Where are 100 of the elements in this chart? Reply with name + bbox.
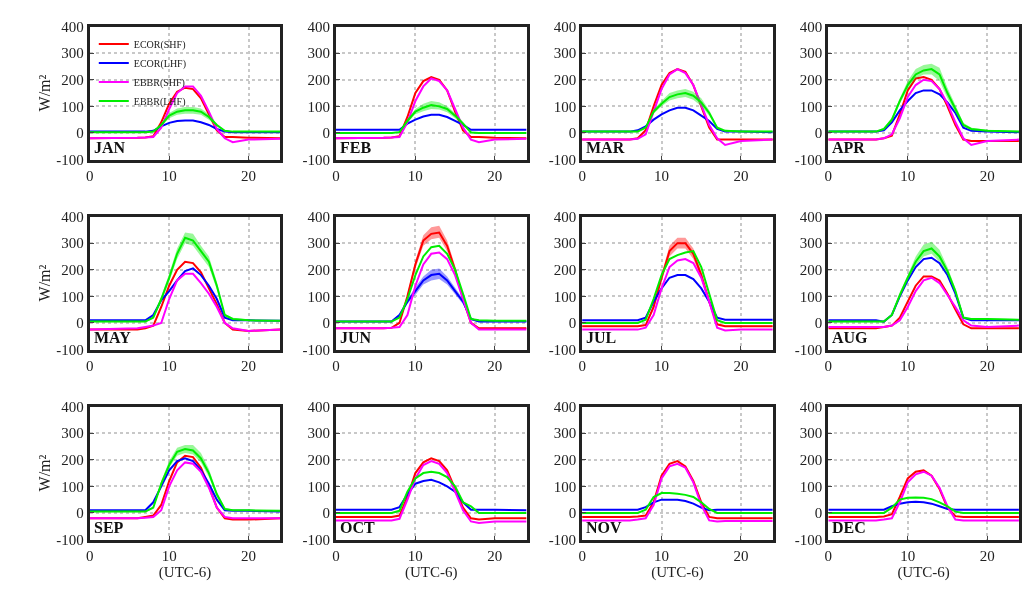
y-tick-label: -100: [302, 341, 330, 358]
y-tick-label: 300: [799, 425, 823, 442]
x-tick-label: 20: [487, 167, 503, 184]
y-tick-label: 200: [307, 452, 330, 468]
y-tick-label: 0: [76, 125, 84, 142]
y-tick-label: 0: [814, 125, 823, 142]
line-series: [582, 274, 773, 322]
y-tick-label: 400: [307, 18, 330, 35]
y-tick-label: 400: [553, 18, 577, 35]
y-tick-label: 0: [814, 315, 823, 332]
x-tick-label: 20: [979, 357, 995, 374]
x-tick-label: 20: [733, 357, 749, 374]
x-tick-label: 10: [654, 357, 670, 374]
text: JUN: [340, 329, 372, 346]
y-tick-label: -100: [56, 531, 84, 548]
y-tick-label: 0: [76, 505, 84, 522]
y-tick-label: 200: [61, 452, 84, 468]
text: SEP: [94, 519, 124, 536]
y-tick-label: 200: [799, 452, 823, 468]
y-tick-label: 0: [568, 315, 577, 332]
y-tick-label: 0: [568, 125, 577, 142]
y-tick-label: 100: [307, 478, 330, 495]
y-tick-label: 300: [553, 45, 577, 62]
y-tick-label: 400: [799, 208, 823, 225]
y-tick-label: 100: [553, 98, 577, 115]
y-tick-label: 300: [307, 235, 330, 252]
text: AUG: [832, 329, 869, 346]
x-tick-label: 20: [241, 357, 257, 374]
y-tick-label: 400: [61, 398, 84, 415]
line-series: [335, 113, 527, 131]
y-tick-label: 100: [799, 98, 823, 115]
y-tick-label: 200: [553, 262, 577, 278]
y-tick-label: 300: [307, 425, 330, 442]
x-tick-label: 20: [487, 547, 503, 564]
text: JUL: [586, 329, 617, 346]
y-tick-label: -100: [794, 341, 823, 358]
y-tick-label: 400: [553, 398, 577, 415]
text: NOV: [586, 519, 622, 536]
y-tick-label: 400: [61, 208, 84, 225]
y-tick-label: -100: [548, 341, 577, 358]
y-axis-title: W/m²: [36, 454, 54, 492]
y-tick-label: 300: [799, 235, 823, 252]
x-tick-label: 20: [733, 547, 749, 564]
y-tick-label: 300: [61, 45, 84, 62]
x-tick-label: 10: [407, 357, 423, 374]
y-tick-label: 100: [307, 288, 330, 305]
y-tick-label: 300: [307, 45, 330, 62]
y-tick-label: 400: [553, 208, 577, 225]
y-tick-label: 300: [799, 45, 823, 62]
y-tick-label: 300: [553, 235, 577, 252]
x-tick-label: 20: [733, 167, 749, 184]
y-tick-label: 200: [799, 262, 823, 278]
line-series: [335, 251, 527, 331]
x-tick-label: 10: [161, 167, 177, 184]
y-tick-label: 300: [61, 425, 84, 442]
y-tick-label: 200: [553, 72, 577, 88]
y-tick-label: 200: [307, 262, 330, 278]
y-tick-label: 100: [61, 98, 84, 115]
y-tick-label: 300: [553, 425, 577, 442]
line-series: [335, 478, 527, 512]
y-tick-label: 0: [568, 505, 577, 522]
line-series: [582, 498, 773, 512]
x-tick-label: 10: [407, 167, 423, 184]
y-tick-label: -100: [302, 531, 330, 548]
x-axis-title: (UTC-6): [897, 563, 950, 581]
y-tick-label: 100: [61, 478, 84, 495]
line-series: [89, 272, 281, 332]
x-axis-title: (UTC-6): [158, 563, 212, 581]
y-tick-label: 200: [61, 262, 84, 278]
y-tick-label: 0: [76, 315, 84, 332]
y-tick-label: -100: [56, 151, 84, 168]
y-tick-label: 200: [61, 72, 84, 88]
y-tick-label: 400: [799, 18, 823, 35]
x-axis-title: (UTC-6): [405, 563, 458, 581]
line-series: [335, 244, 527, 323]
x-tick-label: 10: [654, 167, 670, 184]
x-tick-label: 10: [900, 167, 916, 184]
y-tick-label: 200: [307, 72, 330, 88]
legend-label: ECOR(SHF): [133, 38, 186, 51]
x-axis-title: (UTC-6): [651, 563, 704, 581]
y-tick-label: -100: [794, 531, 823, 548]
text: FEB: [340, 139, 372, 156]
line-series: [828, 500, 1019, 511]
x-tick-label: 20: [487, 357, 503, 374]
text: DEC: [832, 519, 866, 536]
y-tick-label: 300: [61, 235, 84, 252]
x-tick-label: 20: [241, 547, 257, 564]
y-tick-label: 100: [799, 478, 823, 495]
x-tick-label: 10: [900, 357, 916, 374]
y-tick-label: 100: [799, 288, 823, 305]
y-tick-label: 0: [322, 505, 330, 522]
x-tick-label: 10: [407, 547, 423, 564]
y-tick-label: -100: [302, 151, 330, 168]
text: JAN: [94, 139, 126, 156]
y-tick-label: -100: [794, 151, 823, 168]
y-tick-label: -100: [548, 531, 577, 548]
y-tick-label: 400: [307, 208, 330, 225]
y-tick-label: 100: [553, 288, 577, 305]
x-tick-label: 10: [900, 547, 916, 564]
text: MAY: [94, 329, 132, 346]
